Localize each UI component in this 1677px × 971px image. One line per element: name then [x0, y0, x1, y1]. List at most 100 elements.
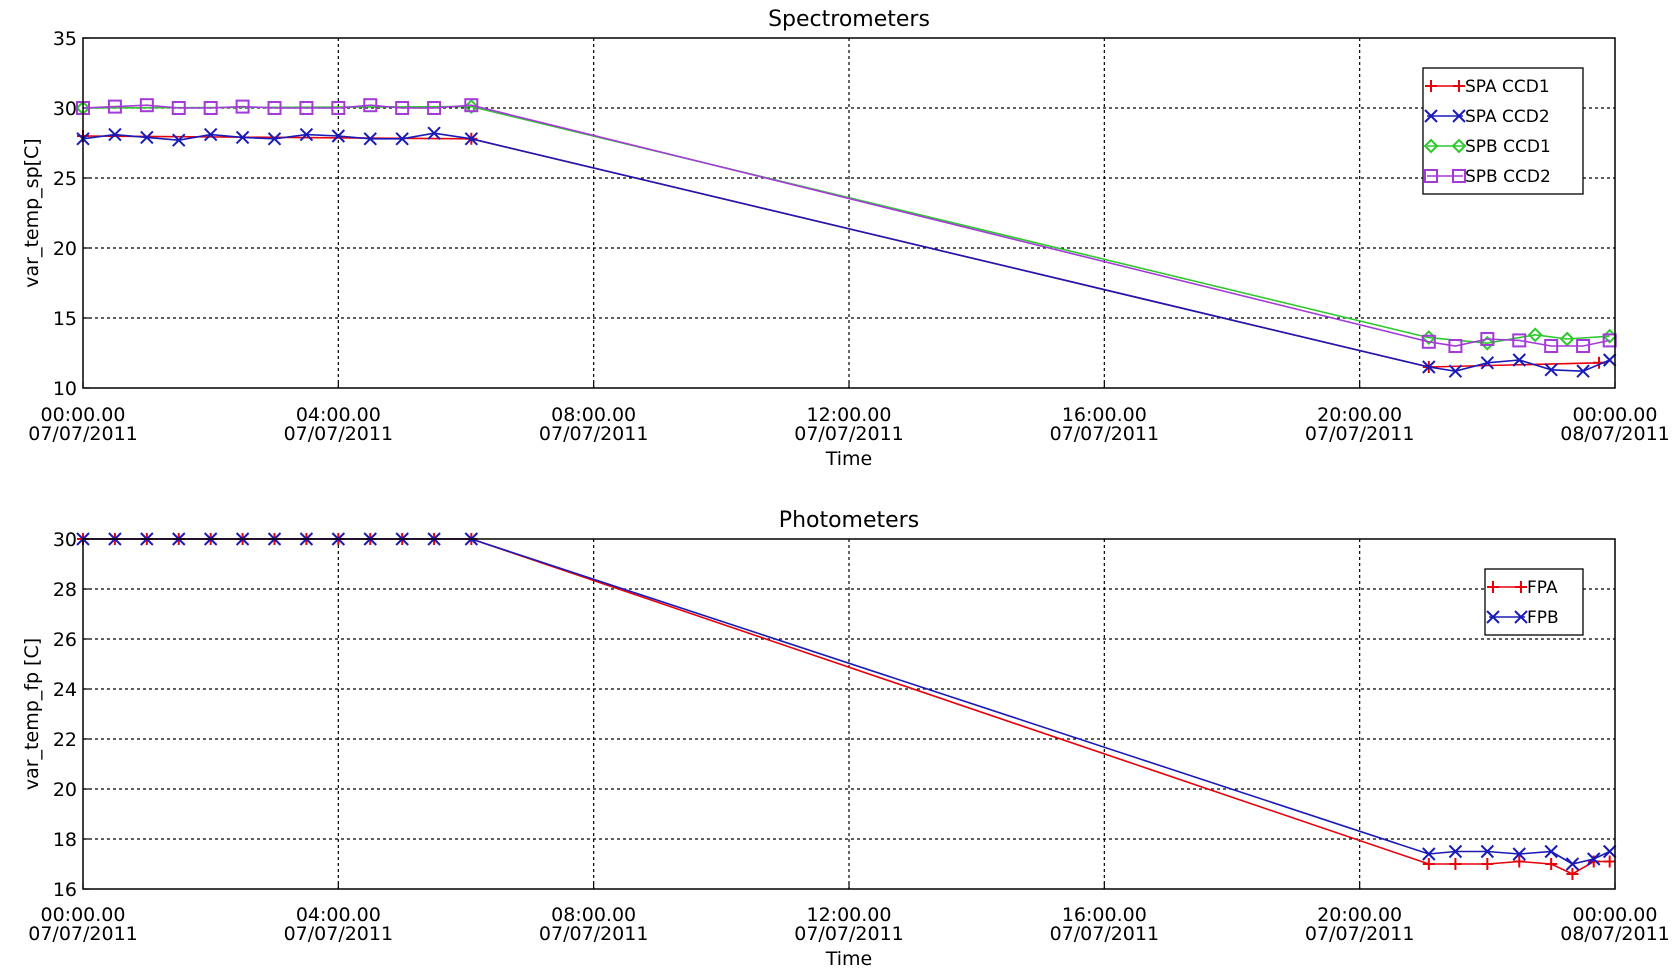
- data-point: [331, 101, 346, 115]
- x-tick-label-time: 04:00.00: [296, 904, 381, 926]
- data-point: [235, 99, 250, 114]
- x-axis-label: Time: [825, 448, 873, 470]
- chart-spectrometers: Spectrometers00:00.0007/07/201104:00.000…: [21, 7, 1670, 470]
- data-point: [1587, 855, 1600, 868]
- y-tick-label: 24: [53, 679, 77, 701]
- data-point: [1480, 844, 1495, 859]
- x-tick-label-date: 07/07/2011: [1050, 423, 1160, 445]
- x-tick-label-date: 07/07/2011: [28, 423, 138, 445]
- legend-marker: [1424, 169, 1438, 183]
- data-point: [267, 101, 282, 115]
- data-point: [1480, 356, 1495, 370]
- data-point: [1481, 858, 1494, 870]
- x-tick-label-date: 07/07/2011: [1050, 923, 1160, 945]
- x-tick-label-date: 07/07/2011: [539, 423, 649, 445]
- x-tick-label-time: 20:00.00: [1317, 404, 1402, 426]
- x-tick-label-time: 00:00.00: [1573, 904, 1658, 926]
- y-tick-label: 35: [53, 28, 77, 50]
- chart-title: Photometers: [779, 508, 919, 533]
- legend-marker: [1423, 138, 1439, 154]
- legend-marker: [1425, 80, 1437, 92]
- data-point: [1559, 331, 1575, 347]
- series-layer: [75, 98, 1618, 378]
- legend-marker: [1453, 80, 1465, 92]
- legend-marker: [1514, 610, 1528, 624]
- legend-label: SPA CCD1: [1465, 77, 1550, 97]
- x-tick-label-date: 07/07/2011: [539, 923, 649, 945]
- legend-marker: [1451, 138, 1467, 154]
- data-point: [1448, 339, 1463, 353]
- data-point: [171, 101, 186, 115]
- data-point: [1421, 334, 1436, 349]
- data-point: [464, 132, 479, 146]
- x-tick-label-date: 07/07/2011: [1305, 423, 1415, 445]
- legend-marker: [1452, 169, 1466, 183]
- data-point: [1422, 858, 1435, 870]
- y-tick-label: 25: [53, 168, 77, 190]
- x-tick-label-time: 16:00.00: [1062, 904, 1147, 926]
- data-point: [363, 132, 377, 146]
- y-tick-label: 30: [53, 98, 77, 120]
- data-point: [1512, 333, 1527, 348]
- legend-marker: [1487, 581, 1499, 593]
- data-point: [1576, 339, 1591, 353]
- x-tick-label-time: 00:00.00: [1573, 404, 1658, 426]
- data-point: [1576, 364, 1590, 378]
- x-tick-label-time: 20:00.00: [1317, 904, 1402, 926]
- data-point: [1480, 332, 1495, 346]
- data-point: [427, 101, 442, 115]
- x-tick-label-date: 07/07/2011: [794, 923, 904, 945]
- chart-photometers: Photometers 00:00.00 07/07/2011 04:00.00 07/…: [21, 508, 1670, 970]
- y-axis-label: var_temp_fp [C]: [21, 638, 43, 790]
- data-point: [107, 99, 122, 114]
- data-point: [331, 129, 346, 143]
- y-tick-label: 28: [53, 579, 77, 601]
- y-tick-label: 20: [53, 779, 77, 801]
- x-tick-label-time: 08:00.00: [551, 404, 636, 426]
- legend-box: [1422, 67, 1584, 195]
- y-tick-label: 18: [53, 829, 77, 851]
- data-point: [1527, 327, 1543, 343]
- data-point: [1479, 335, 1495, 351]
- x-tick-label-time: 12:00.00: [807, 404, 892, 426]
- y-tick-label: 30: [53, 529, 77, 551]
- data-point: [1545, 858, 1558, 870]
- data-point: [1603, 855, 1616, 868]
- data-point: [1602, 844, 1617, 859]
- data-point: [1512, 353, 1526, 367]
- legend-label: FPA: [1527, 578, 1558, 598]
- data-point: [1566, 868, 1579, 880]
- data-point: [1448, 364, 1463, 378]
- y-tick-label: 22: [53, 729, 77, 751]
- data-point: [1422, 360, 1436, 374]
- legend-marker: [1452, 109, 1466, 123]
- data-point: [299, 101, 314, 115]
- data-point: [463, 99, 479, 115]
- data-point: [140, 130, 154, 145]
- data-point: [1512, 847, 1526, 861]
- x-tick-label-date: 07/07/2011: [284, 423, 394, 445]
- data-point: [1602, 353, 1617, 367]
- legend-marker: [1486, 610, 1500, 624]
- y-axis-label: var_temp_sp[C]: [21, 138, 43, 287]
- data-point: [203, 127, 218, 142]
- y-tick-label: 26: [53, 629, 77, 651]
- data-point: [427, 126, 441, 140]
- legend: SPA CCD1 SPA CCD2 SPB CCD1 SPB CCD2: [1422, 67, 1584, 195]
- data-point: [1587, 852, 1601, 866]
- data-point: [1544, 339, 1559, 353]
- data-point: [203, 101, 218, 115]
- data-point: [1544, 844, 1558, 859]
- y-tick-label: 15: [53, 308, 77, 330]
- chart-title: Spectrometers: [768, 7, 930, 32]
- series-line-spa-ccd2: [82, 132, 1610, 373]
- data-point: [1544, 363, 1558, 377]
- x-tick-label-time: 00:00.00: [41, 904, 126, 926]
- data-point: [1422, 847, 1436, 861]
- x-tick-label-time: 16:00.00: [1062, 404, 1147, 426]
- data-point: [1513, 855, 1526, 868]
- legend-label: SPB CCD2: [1465, 167, 1551, 187]
- legend-label: SPA CCD2: [1465, 107, 1550, 127]
- x-tick-label-date: 08/07/2011: [1560, 423, 1670, 445]
- x-tick-label-time: 12:00.00: [807, 904, 892, 926]
